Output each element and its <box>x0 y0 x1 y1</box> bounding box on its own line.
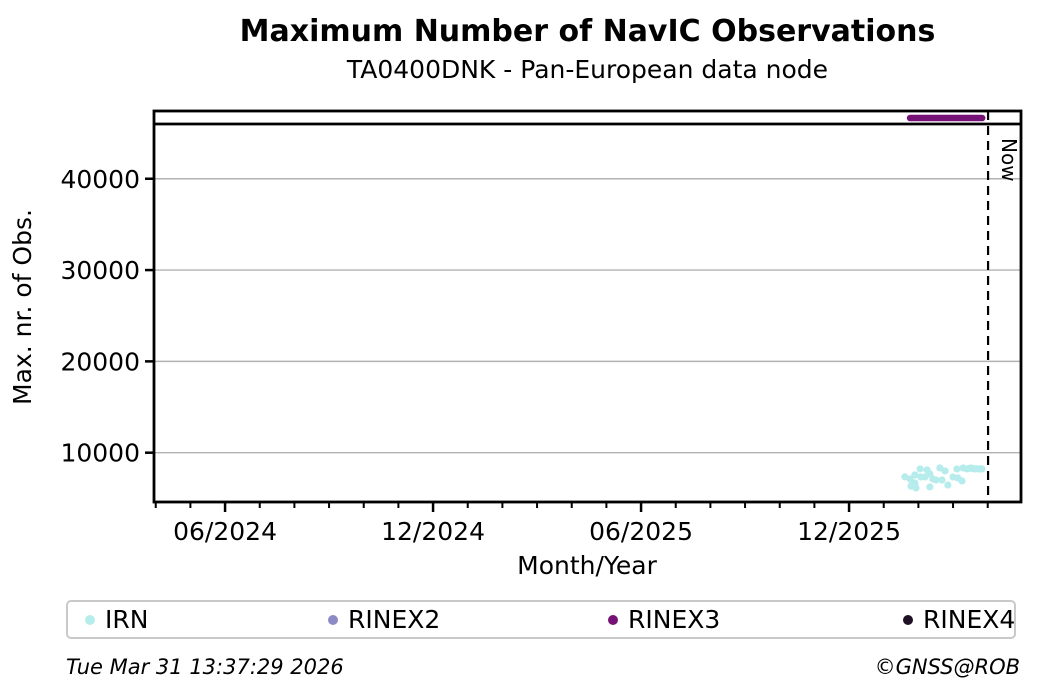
y-tick-label: 10000 <box>60 439 140 468</box>
legend-label-irn: IRN <box>105 605 149 634</box>
legend-marker-rinex3 <box>608 614 618 625</box>
y-axis-label: Max. nr. of Obs. <box>8 209 37 405</box>
title-block: Maximum Number of NavIC Observations TA0… <box>154 0 1021 84</box>
legend-marker-irn <box>85 614 95 625</box>
copyright-text: ©GNSS@ROB <box>874 655 1020 679</box>
legend-marker-rinex4 <box>903 614 913 625</box>
x-axis-label: Month/Year <box>517 551 657 580</box>
legend-marker-rinex2 <box>328 614 338 625</box>
x-tick-label: 06/2024 <box>173 517 277 546</box>
x-tick-label: 06/2025 <box>589 517 693 546</box>
now-label: Now <box>997 138 1021 182</box>
chart-subtitle: TA0400DNK - Pan-European data node <box>346 55 829 84</box>
legend-label-rinex2: RINEX2 <box>348 605 441 634</box>
y-tick-label: 30000 <box>60 256 140 285</box>
legend-label-rinex4: RINEX4 <box>923 605 1016 634</box>
plot-area: Month/Year Max. nr. of Obs. Now 10000 2000… <box>8 109 1023 580</box>
legend-item-rinex3: RINEX3 <box>608 602 720 637</box>
legend-item-rinex4: RINEX4 <box>903 602 1015 637</box>
x-tick-label: 12/2025 <box>797 517 901 546</box>
x-tick-label: 12/2024 <box>381 517 485 546</box>
y-tick-label: 20000 <box>60 347 140 376</box>
series-irn <box>901 464 986 492</box>
chart-title: Maximum Number of NavIC Observations <box>239 14 936 49</box>
legend-item-irn: IRN <box>85 602 148 637</box>
legend: IRN RINEX2 RINEX3 RINEX4 <box>66 600 1016 639</box>
plot-timestamp: Tue Mar 31 13:37:29 2026 <box>66 655 344 679</box>
y-tick-label: 40000 <box>60 165 140 194</box>
legend-item-rinex2: RINEX2 <box>328 602 440 637</box>
legend-label-rinex3: RINEX3 <box>628 605 721 634</box>
plot-frame <box>152 109 1023 504</box>
